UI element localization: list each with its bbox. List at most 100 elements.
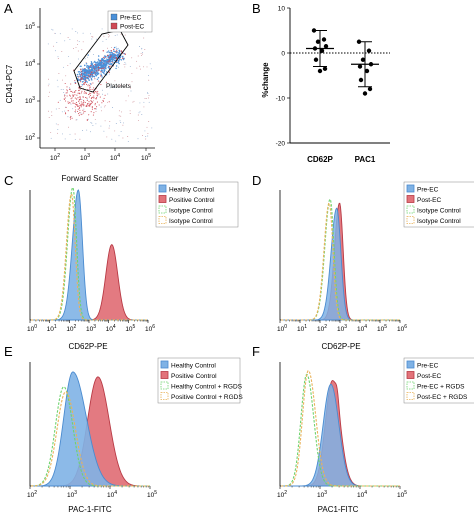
panel-a-event-point xyxy=(87,84,89,85)
panel-a-event-point xyxy=(67,116,69,118)
panel-a-event-point xyxy=(57,86,59,88)
panel-a-pre-ec-point xyxy=(113,54,115,57)
panel-a-event-point xyxy=(91,122,93,124)
panel-label-f: F xyxy=(252,344,260,359)
panel-a-event-point xyxy=(101,28,103,30)
panel-c-x-tick-label: 104 xyxy=(106,324,116,333)
panel-a-event-point xyxy=(75,119,77,121)
panel-a-pre-ec-point xyxy=(106,64,108,66)
panel-a-pre-ec-point xyxy=(117,53,120,55)
panel-a-pre-ec-point xyxy=(110,58,112,60)
panel-a-post-ec-point xyxy=(79,109,81,111)
panel-a-post-ec-point xyxy=(90,92,92,95)
panel-a-post-ec-point xyxy=(80,101,82,103)
panel-a-post-ec-point xyxy=(83,92,85,94)
panel-c-legend-label: Positive Control xyxy=(169,197,215,204)
panel-a-event-point xyxy=(142,135,143,137)
panel-d-xlabel: CD62P-PE xyxy=(321,342,360,351)
panel-a-event-point xyxy=(58,73,60,74)
panel-a-event-point xyxy=(142,53,144,55)
panel-a-post-ec-point xyxy=(70,98,72,100)
panel-a-pre-ec-point xyxy=(100,63,102,65)
panel-c-x-tick-label: 100 xyxy=(27,324,37,333)
panel-d-legend-label: Isotype Control xyxy=(417,208,461,215)
panel-a-post-ec-point xyxy=(64,112,67,114)
panel-a-pre-ec-point xyxy=(93,75,95,78)
panel-a-event-point xyxy=(136,60,138,62)
panel-a-event-point xyxy=(81,99,83,101)
panel-a-event-point xyxy=(106,136,108,138)
panel-a-event-point xyxy=(60,89,62,91)
panel-a-event-point xyxy=(148,97,150,99)
panel-a-event-point xyxy=(108,127,110,129)
panel-a-pre-ec-point xyxy=(90,61,93,63)
panel-a-event-point xyxy=(143,66,145,68)
panel-a-pre-ec-point xyxy=(117,61,120,64)
panel-a-pre-ec-point xyxy=(97,73,100,75)
panel-a-pre-ec-point xyxy=(99,67,102,69)
panel-a-event-point xyxy=(81,86,83,88)
panel-a-event-point xyxy=(92,125,94,126)
panel-a-event-point xyxy=(103,35,105,37)
panel-a-pre-ec-point xyxy=(106,59,108,62)
panel-a-post-ec-point xyxy=(85,105,87,107)
panel-a-pre-ec-point xyxy=(113,50,115,52)
panel-a-post-ec-point xyxy=(96,94,98,96)
panel-a-pre-ec-point xyxy=(90,78,93,80)
panel-a-pre-ec-point xyxy=(91,79,93,81)
panel-a-post-ec-point xyxy=(84,111,86,113)
panel-a-event-point xyxy=(113,86,115,88)
panel-a-post-ec-point xyxy=(95,108,97,110)
panel-a-event-point xyxy=(63,92,65,94)
panel-a-post-ec-point xyxy=(94,108,96,110)
panel-a-event-point xyxy=(102,93,104,95)
panel-a-post-ec-point xyxy=(87,85,89,87)
panel-d-legend-swatch xyxy=(406,195,415,203)
panel-a-post-ec-point xyxy=(90,111,92,113)
panel-a-event-point xyxy=(54,32,56,34)
panel-a-post-ec-point xyxy=(64,94,66,96)
panel-a-post-ec-point xyxy=(71,100,73,102)
panel-a-pre-ec-point xyxy=(97,77,100,79)
panel-a-pre-ec-point xyxy=(110,51,112,54)
panel-a-event-point xyxy=(64,110,66,112)
panel-a-post-ec-point xyxy=(64,100,67,102)
panel-a-event-point xyxy=(68,55,70,57)
panel-a-event-point xyxy=(139,102,141,104)
panel-a-pre-ec-point xyxy=(89,83,92,85)
panel-a-event-point xyxy=(142,52,144,54)
panel-a-post-ec-point xyxy=(93,97,95,99)
panel-a-pre-ec-point xyxy=(93,61,95,63)
panel-a-event-point xyxy=(76,40,78,42)
panel-a-post-ec-point xyxy=(98,104,100,106)
panel-a-post-ec-point xyxy=(83,104,85,106)
panel-f-legend-swatch xyxy=(406,360,415,369)
panel-a-pre-ec-point xyxy=(98,64,100,66)
panel-a-event-point xyxy=(148,121,150,122)
panel-a-event-point xyxy=(105,38,107,40)
panel-a-pre-ec-point xyxy=(83,76,86,79)
panel-e-x-tick-label: 104 xyxy=(107,490,117,499)
panel-a-event-point xyxy=(137,55,139,57)
panel-a-pre-ec-point xyxy=(103,71,105,74)
panel-a-x-tick-label: 104 xyxy=(110,153,120,162)
panel-a-pre-ec-point xyxy=(118,62,120,65)
panel-a-event-point xyxy=(137,138,139,140)
panel-a-event-point xyxy=(138,112,140,114)
panel-f-legend-swatch xyxy=(406,381,415,390)
panel-a-pre-ec-point xyxy=(95,69,98,71)
panel-b-y-tick-label: -10 xyxy=(276,96,286,103)
panel-a-pre-ec-point xyxy=(102,67,104,70)
panel-a-post-ec-point xyxy=(74,102,76,105)
panel-a-event-point xyxy=(51,111,53,113)
panel-a-event-point xyxy=(107,93,109,95)
panel-a-event-point xyxy=(90,33,91,35)
panel-a-event-point xyxy=(77,50,79,52)
panel-a-event-point xyxy=(51,28,53,30)
panel-a-event-point xyxy=(131,57,133,59)
panel-a-event-point xyxy=(121,111,123,113)
panel-a-event-point xyxy=(75,111,76,113)
panel-a-pre-ec-point xyxy=(108,59,110,61)
panel-a-post-ec-point xyxy=(80,114,82,116)
